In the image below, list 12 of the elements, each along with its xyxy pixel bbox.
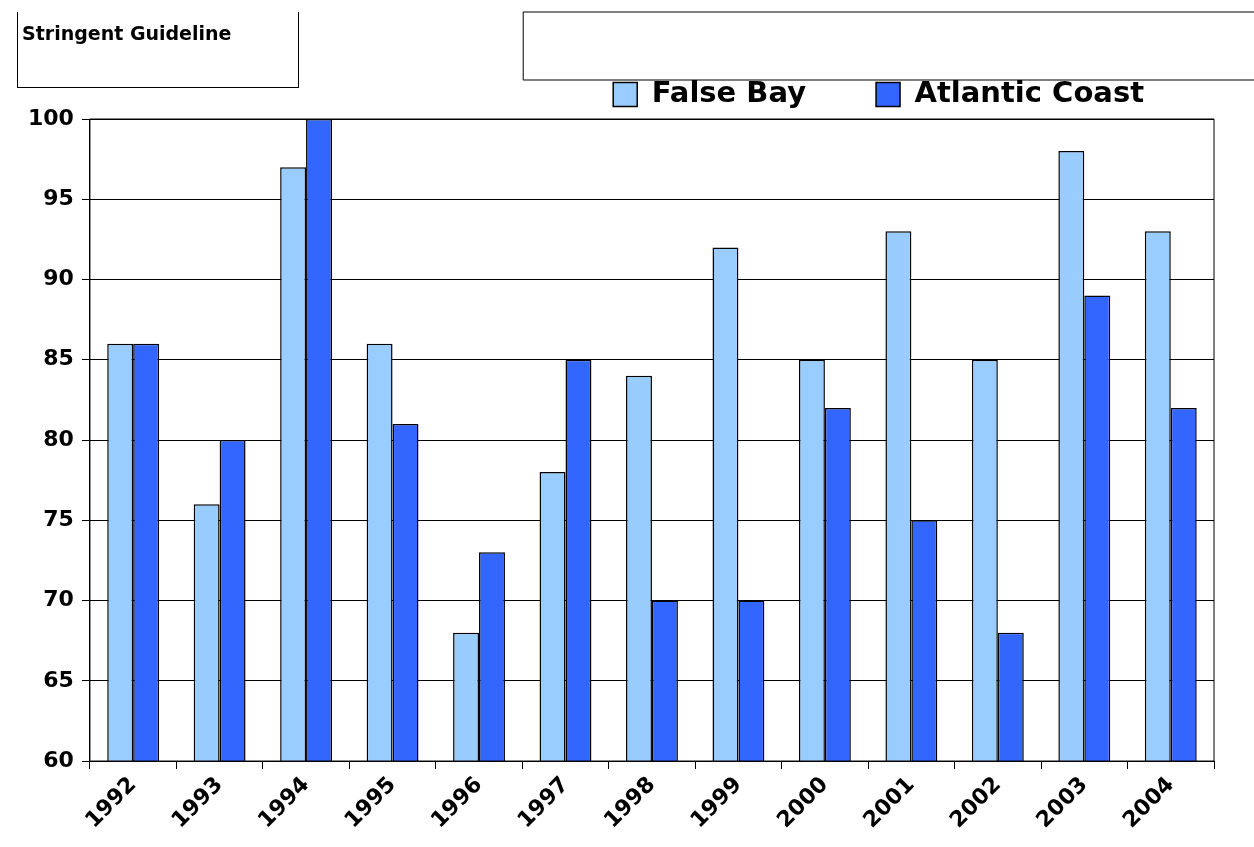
y-tick-label: 90 — [43, 265, 74, 291]
y-tick-label: 75 — [43, 505, 74, 531]
y-tick-label: 65 — [43, 666, 74, 692]
chart-title: Stringent Guideline — [17, 12, 299, 88]
legend-label: False Bay — [651, 75, 807, 110]
y-tick-label: 80 — [43, 425, 74, 451]
y-tick-label: 95 — [43, 184, 74, 210]
legend-label: Atlantic Coast — [914, 75, 1145, 110]
y-tick-label: 70 — [43, 586, 74, 612]
y-tick-label: 60 — [43, 746, 74, 772]
y-tick-label: 100 — [27, 104, 74, 130]
y-tick-label: 85 — [43, 345, 74, 371]
